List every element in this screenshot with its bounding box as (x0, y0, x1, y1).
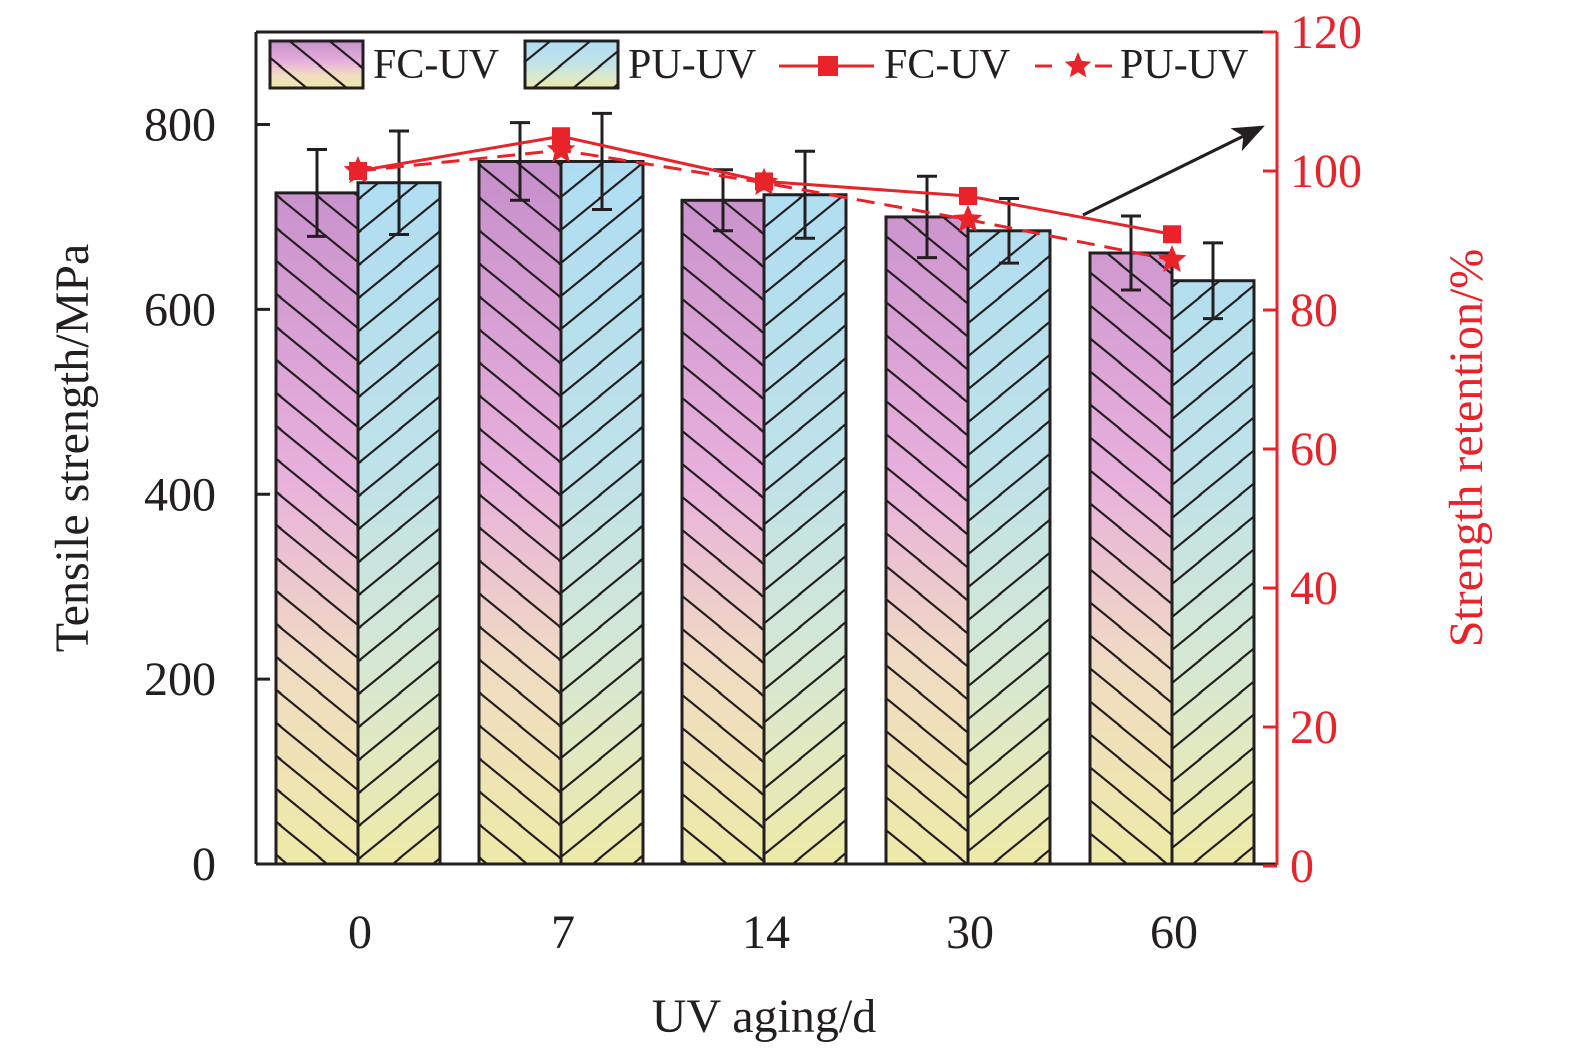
marker-star-60 (1157, 245, 1187, 273)
legend-swatch-outline (523, 39, 620, 90)
y2-tick-label: 100 (1290, 145, 1362, 198)
legend-item-bar-pu-uv: PU-UV (523, 39, 756, 90)
y2-tick-label: 20 (1290, 701, 1338, 754)
x-axis-title: UV aging/d (652, 990, 876, 1043)
y2-tick-label: 120 (1290, 6, 1362, 59)
x-tick-label: 30 (946, 906, 994, 959)
x-tick-label: 60 (1150, 906, 1198, 959)
y-tick-label: 400 (144, 468, 216, 521)
bar-fc-uv-7 (477, 159, 563, 866)
bar-fc-uv-30 (884, 215, 970, 866)
error-bar-pu-uv-14 (795, 149, 815, 240)
error-bar-fc-uv-0 (307, 147, 327, 238)
y2-tick-label: 60 (1290, 423, 1338, 476)
y-tick-label: 600 (144, 283, 216, 336)
marker-star-30 (953, 204, 983, 232)
bar-pu-uv-60 (1170, 279, 1256, 866)
bar-hatch (886, 216, 968, 864)
legend-label: FC-UV (373, 42, 499, 88)
axes-layer: 0 200 400 600 800 0 20 40 60 80 100 120 0 7 14 30 60 (144, 6, 1362, 959)
marker-star-7 (546, 135, 576, 163)
y2-axis-title: Strength retention/% (1440, 249, 1493, 648)
x-tick-label: 14 (742, 906, 790, 959)
retention-lines-layer (343, 127, 1187, 273)
error-bar-fc-uv-30 (917, 174, 937, 260)
marker-square-30 (959, 187, 977, 206)
legend-item-line-fc-uv-square: FC-UV (779, 42, 1010, 88)
y-tick-label: 800 (144, 99, 216, 152)
error-bar-pu-uv-0 (389, 129, 409, 237)
bar-fc-uv-0 (274, 191, 360, 866)
bar-pu-uv-30 (966, 229, 1052, 866)
bar-hatch (561, 161, 643, 865)
y2-tick-label: 80 (1290, 284, 1338, 337)
arrow-annotation (1082, 125, 1265, 217)
marker-star-14 (749, 167, 779, 195)
legend-label: FC-UV (884, 42, 1010, 88)
bar-hatch (276, 192, 358, 864)
x-tick-label: 0 (348, 906, 372, 959)
legend-item-line-pu-uv-star: PU-UV (1035, 42, 1248, 88)
legend-square-marker (818, 56, 838, 76)
bar-pu-uv-7 (559, 159, 645, 866)
legend-item-bar-fc-uv: FC-UV (268, 39, 499, 90)
bar-hatch (479, 161, 561, 865)
legend-label: PU-UV (628, 42, 756, 88)
error-bar-fc-uv-7 (510, 121, 530, 202)
bar-pu-uv-14 (762, 193, 848, 866)
legend-swatch-hatch (525, 41, 618, 88)
error-bar-fc-uv-60 (1121, 214, 1141, 292)
bar-hatch (968, 230, 1050, 865)
bar-hatch (1090, 252, 1172, 864)
y2-tick-label: 0 (1290, 840, 1314, 893)
legend-swatch-outline (268, 39, 365, 90)
y-tick-label: 200 (144, 653, 216, 706)
labels-layer: UV aging/d Tensile strength/MPa Strength… (46, 244, 1493, 1043)
bar-hatch (1172, 280, 1254, 864)
error-bar-pu-uv-7 (592, 111, 612, 212)
legend-label: PU-UV (1120, 42, 1248, 88)
bar-pu-uv-0 (356, 181, 442, 866)
y2-tick-label: 40 (1290, 562, 1338, 615)
bars-layer (274, 159, 1256, 866)
y-axis-title: Tensile strength/MPa (46, 244, 99, 653)
legend-star-marker (1064, 52, 1092, 78)
marker-star-0 (343, 156, 373, 184)
legend-swatch-hatch (270, 41, 363, 88)
legend: FC-UV PU-UV FC-UV PU-UV (268, 39, 1248, 90)
marker-square-60 (1163, 225, 1181, 244)
bar-hatch (682, 200, 764, 864)
bar-hatch (764, 194, 846, 864)
bar-fc-uv-60 (1088, 251, 1174, 866)
y-tick-label: 0 (192, 838, 216, 891)
error-bar-pu-uv-60 (1203, 241, 1223, 321)
x-tick-label: 7 (551, 906, 575, 959)
error-bar-pu-uv-30 (999, 196, 1019, 265)
bar-fc-uv-14 (680, 198, 766, 866)
bar-hatch (358, 182, 440, 865)
